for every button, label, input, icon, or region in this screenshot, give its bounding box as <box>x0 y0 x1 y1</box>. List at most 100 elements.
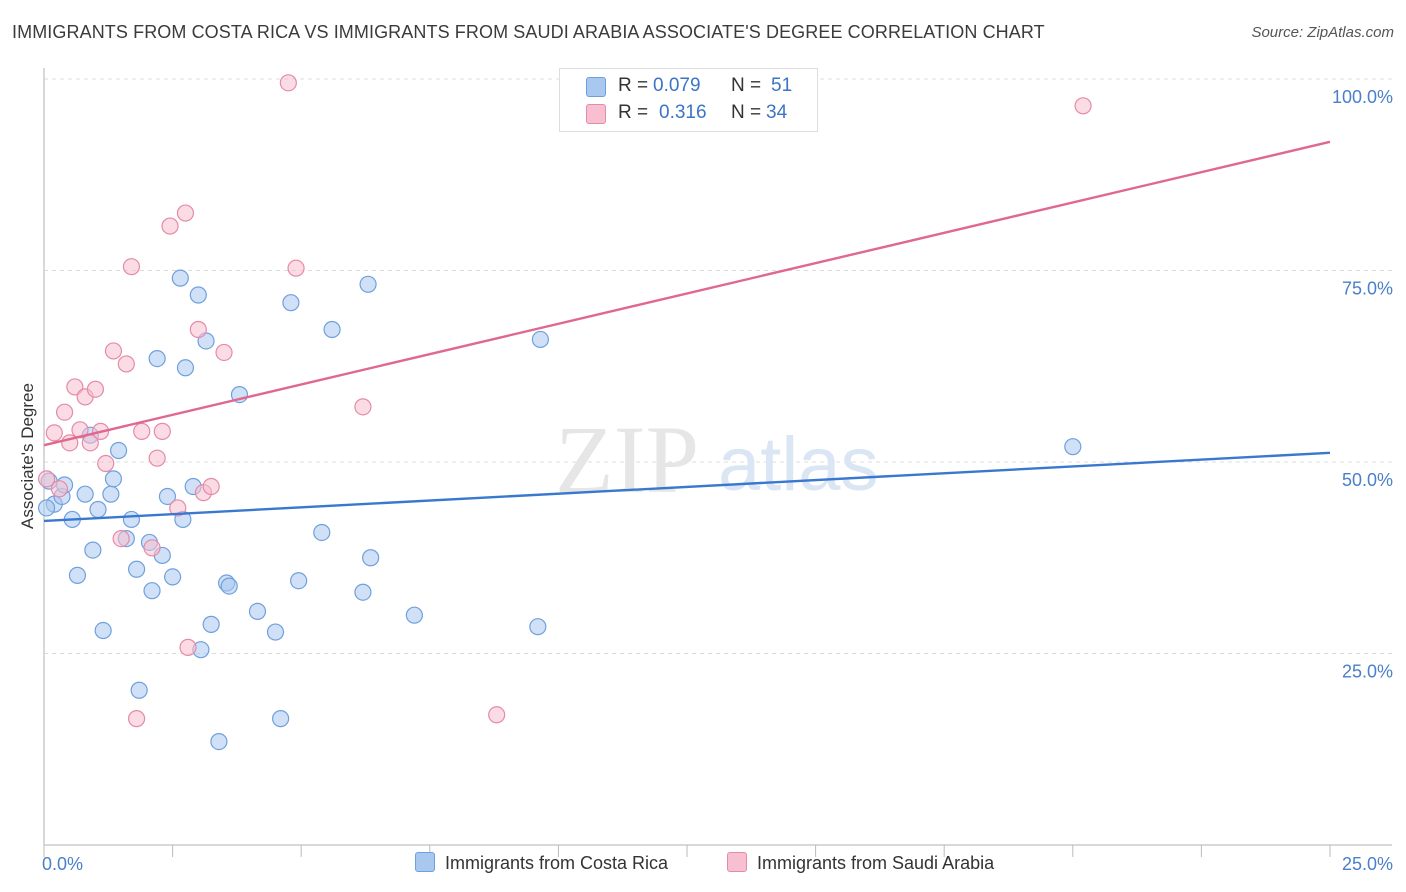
data-point-costa-rica <box>109 441 128 460</box>
data-point-costa-rica <box>313 523 331 542</box>
legend-n-label: N = <box>731 75 762 96</box>
bottom-legend-label-costa-rica: Immigrants from Costa Rica <box>445 853 669 873</box>
data-point-saudi-arabia <box>153 422 171 440</box>
legend-r-value: 0.316 <box>659 102 707 123</box>
data-point-costa-rica <box>531 330 549 349</box>
data-point-costa-rica <box>84 541 102 559</box>
data-point-saudi-arabia <box>179 638 197 656</box>
data-point-costa-rica <box>94 621 112 640</box>
data-point-saudi-arabia <box>104 342 123 360</box>
legend-r-value: 0.079 <box>653 75 701 96</box>
data-point-costa-rica <box>362 549 380 567</box>
axis-layer <box>43 68 1392 857</box>
data-point-costa-rica <box>127 560 146 578</box>
bottom-legend-saudi-arabia: Immigrants from Saudi Arabia <box>727 852 994 874</box>
bottom-legend-swatch-costa-rica <box>415 852 435 872</box>
bottom-legend-swatch-saudi-arabia <box>727 852 747 872</box>
y-tick-label: 75.0% <box>1342 279 1393 299</box>
data-point-costa-rica <box>176 359 195 377</box>
data-point-costa-rica <box>89 500 107 519</box>
data-point-saudi-arabia <box>55 403 74 421</box>
data-point-costa-rica <box>266 623 285 641</box>
data-point-costa-rica <box>290 572 308 590</box>
data-point-costa-rica <box>164 568 182 586</box>
legend-swatch-costa-rica <box>586 77 606 97</box>
data-point-costa-rica <box>220 577 238 595</box>
data-point-saudi-arabia <box>488 706 506 724</box>
data-point-costa-rica <box>122 510 141 529</box>
legend-n-label: N = <box>731 102 762 123</box>
y-tick-label: 100.0% <box>1332 87 1393 107</box>
legend-n-value: 34 <box>766 102 788 123</box>
data-point-costa-rica <box>189 286 207 304</box>
data-point-saudi-arabia <box>202 477 220 496</box>
data-point-saudi-arabia <box>127 710 146 728</box>
trend-layer <box>43 140 1331 523</box>
data-point-costa-rica <box>102 485 120 503</box>
chart-title: IMMIGRANTS FROM COSTA RICA VS IMMIGRANTS… <box>12 22 1045 42</box>
data-point-costa-rica <box>158 487 177 506</box>
data-point-costa-rica <box>272 710 290 728</box>
data-point-saudi-arabia <box>37 470 56 488</box>
legend-n-value: 51 <box>771 75 793 96</box>
data-point-costa-rica <box>104 470 123 488</box>
y-tick-label: 50.0% <box>1342 470 1393 490</box>
legend-r-label: R = <box>618 102 649 123</box>
data-point-costa-rica <box>210 732 228 751</box>
data-point-saudi-arabia <box>287 259 305 277</box>
data-point-saudi-arabia <box>122 258 141 276</box>
data-point-saudi-arabia <box>97 454 115 473</box>
data-point-saudi-arabia <box>143 539 161 557</box>
y-axis-label: Associate's Degree <box>18 383 37 529</box>
trend-line-costa-rica <box>43 451 1331 523</box>
data-point-saudi-arabia <box>112 529 130 548</box>
y-tick-labels: 25.0% 50.0% 75.0% 100.0% <box>1332 87 1393 682</box>
data-point-costa-rica <box>529 618 547 636</box>
watermark: ZIP atlas <box>555 406 879 513</box>
trend-line-saudi-arabia <box>43 140 1331 447</box>
data-point-costa-rica <box>143 582 161 600</box>
points-layer <box>37 74 1092 751</box>
data-point-saudi-arabia <box>215 343 233 362</box>
data-point-saudi-arabia <box>1074 97 1092 115</box>
data-point-saudi-arabia <box>45 424 63 442</box>
grid-layer <box>44 78 1392 654</box>
data-point-costa-rica <box>148 349 166 368</box>
data-point-costa-rica <box>248 602 267 620</box>
data-point-saudi-arabia <box>279 74 297 92</box>
data-point-costa-rica <box>282 294 300 312</box>
data-point-costa-rica <box>405 606 423 624</box>
x-tick-label-min: 0.0% <box>42 854 83 874</box>
data-point-costa-rica <box>359 275 377 293</box>
x-tick-label-max: 25.0% <box>1342 854 1393 874</box>
data-point-costa-rica <box>202 615 220 633</box>
data-point-saudi-arabia <box>86 380 105 398</box>
data-point-saudi-arabia <box>189 320 207 339</box>
legend-swatch-saudi-arabia <box>586 104 606 124</box>
source-credit: Source: ZipAtlas.com <box>1251 24 1394 41</box>
y-tick-label: 25.0% <box>1342 662 1393 682</box>
bottom-legend-costa-rica: Immigrants from Costa Rica <box>415 852 668 874</box>
data-point-saudi-arabia <box>176 204 195 222</box>
data-point-saudi-arabia <box>117 355 135 373</box>
data-point-saudi-arabia <box>169 499 187 517</box>
legend-r-label: R = <box>618 75 649 96</box>
data-point-costa-rica <box>68 566 87 584</box>
data-point-saudi-arabia <box>133 422 151 440</box>
data-point-saudi-arabia <box>66 378 84 396</box>
data-point-costa-rica <box>354 583 372 601</box>
correlation-legend: R = 0.079 N = 51 R = 0.316 N = 34 <box>559 68 818 132</box>
data-point-saudi-arabia <box>148 449 166 467</box>
data-point-costa-rica <box>37 499 56 517</box>
data-point-costa-rica <box>130 681 148 699</box>
watermark-atlas: atlas <box>718 422 879 507</box>
data-point-saudi-arabia <box>354 398 372 416</box>
data-point-costa-rica <box>1064 438 1082 456</box>
watermark-zip: ZIP <box>555 406 699 513</box>
data-point-costa-rica <box>171 269 189 287</box>
data-point-costa-rica <box>323 320 341 339</box>
data-point-costa-rica <box>76 485 94 503</box>
bottom-legend-label-saudi-arabia: Immigrants from Saudi Arabia <box>757 853 995 873</box>
data-point-saudi-arabia <box>50 480 69 498</box>
